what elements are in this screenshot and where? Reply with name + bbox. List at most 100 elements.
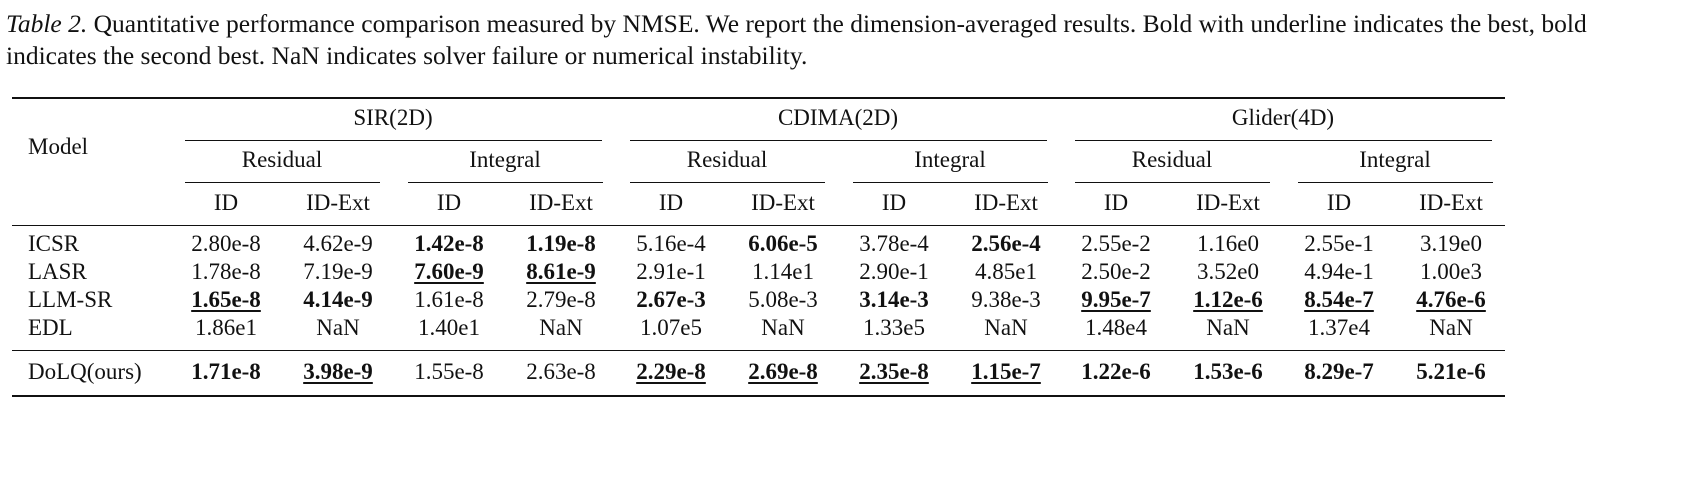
- cell-value: 1.53e-6: [1193, 359, 1263, 384]
- column-header: ID: [1326, 190, 1352, 215]
- column-header: ID: [436, 190, 462, 215]
- row-model: DoLQ(ours): [28, 359, 142, 384]
- caption: Table 2. Quantitative performance compar…: [6, 8, 1676, 72]
- cell-value: 1.42e-8: [414, 231, 484, 256]
- caption-text: Quantitative performance comparison meas…: [6, 9, 1587, 70]
- cell-value: 2.56e-4: [971, 231, 1041, 256]
- subgroup-rule: [408, 182, 603, 183]
- cell-value: 6.06e-5: [748, 231, 818, 256]
- cell-value: 1.86e1: [195, 315, 257, 340]
- subgroup-header: Integral: [914, 147, 986, 172]
- cell-value: 7.60e-9: [414, 259, 484, 284]
- subgroup-header: Residual: [1131, 147, 1213, 172]
- cell-value: NaN: [316, 315, 360, 340]
- cell-value: 5.08e-3: [748, 287, 818, 312]
- cell-value: NaN: [1429, 315, 1473, 340]
- cell-value: 1.33e5: [863, 315, 925, 340]
- cell-value: 2.63e-8: [526, 359, 596, 384]
- cell-value: 1.37e4: [1308, 315, 1370, 340]
- cell-value: NaN: [984, 315, 1028, 340]
- bottom-rule: [12, 395, 1505, 397]
- group-rule: [630, 140, 1047, 141]
- cell-value: 1.07e5: [640, 315, 702, 340]
- cell-value: 7.19e-9: [303, 259, 373, 284]
- cell-value: 1.55e-8: [414, 359, 484, 384]
- group-header: Glider(4D): [1231, 105, 1335, 130]
- top-rule: [12, 97, 1505, 99]
- column-header: ID: [1103, 190, 1129, 215]
- cell-value: 1.22e-6: [1081, 359, 1151, 384]
- cell-value: 2.29e-8: [636, 359, 706, 384]
- cell-value: 2.55e-2: [1081, 231, 1151, 256]
- subgroup-rule: [185, 182, 380, 183]
- column-header: ID-Ext: [1419, 190, 1483, 215]
- cell-value: NaN: [761, 315, 805, 340]
- group-header: SIR(2D): [353, 105, 433, 130]
- row-model: EDL: [28, 315, 73, 340]
- cell-value: 4.94e-1: [1304, 259, 1374, 284]
- cell-value: 3.14e-3: [859, 287, 929, 312]
- cell-value: 2.35e-8: [859, 359, 929, 384]
- cell-value: 2.80e-8: [191, 231, 261, 256]
- cell-value: 2.90e-1: [859, 259, 929, 284]
- cell-value: 1.48e4: [1085, 315, 1147, 340]
- header-rule: [12, 225, 1505, 226]
- subgroup-header: Residual: [686, 147, 768, 172]
- cell-value: 1.15e-7: [971, 359, 1041, 384]
- cell-value: 4.14e-9: [303, 287, 373, 312]
- cell-value: 2.79e-8: [526, 287, 596, 312]
- subgroup-header: Residual: [241, 147, 323, 172]
- cell-value: 1.16e0: [1197, 231, 1259, 256]
- cell-value: 1.00e3: [1420, 259, 1482, 284]
- column-header: ID-Ext: [974, 190, 1038, 215]
- cell-value: 8.54e-7: [1304, 287, 1374, 312]
- cell-value: 2.67e-3: [636, 287, 706, 312]
- cell-value: 4.62e-9: [303, 231, 373, 256]
- subgroup-rule: [1075, 182, 1270, 183]
- column-header: ID: [658, 190, 684, 215]
- cell-value: 8.61e-9: [526, 259, 596, 284]
- subgroup-rule: [853, 182, 1048, 183]
- cell-value: 8.29e-7: [1304, 359, 1374, 384]
- cell-value: 3.19e0: [1420, 231, 1482, 256]
- cell-value: 3.78e-4: [859, 231, 929, 256]
- cell-value: NaN: [1206, 315, 1250, 340]
- subgroup-rule: [630, 182, 825, 183]
- group-header: CDIMA(2D): [777, 105, 899, 130]
- group-rule: [1075, 140, 1492, 141]
- cell-value: 1.12e-6: [1193, 287, 1263, 312]
- cell-value: 3.98e-9: [303, 359, 373, 384]
- cell-value: 1.40e1: [418, 315, 480, 340]
- subgroup-rule: [1298, 182, 1493, 183]
- caption-label: Table 2.: [6, 9, 88, 38]
- cell-value: 1.65e-8: [191, 287, 261, 312]
- column-header: ID-Ext: [751, 190, 815, 215]
- cell-value: 9.95e-7: [1081, 287, 1151, 312]
- column-header: ID-Ext: [529, 190, 593, 215]
- cell-value: 3.52e0: [1197, 259, 1259, 284]
- cell-value: 1.78e-8: [191, 259, 261, 284]
- cell-value: 1.19e-8: [526, 231, 596, 256]
- cell-value: 2.55e-1: [1304, 231, 1374, 256]
- cell-value: 2.69e-8: [748, 359, 818, 384]
- cell-value: 1.71e-8: [191, 359, 261, 384]
- row-model: ICSR: [28, 231, 80, 256]
- subgroup-header: Integral: [1359, 147, 1431, 172]
- cell-value: 2.91e-1: [636, 259, 706, 284]
- section-rule: [12, 350, 1505, 351]
- cell-value: 9.38e-3: [971, 287, 1041, 312]
- group-rule: [185, 140, 602, 141]
- cell-value: NaN: [539, 315, 583, 340]
- row-model: LASR: [28, 259, 87, 284]
- cell-value: 5.16e-4: [636, 231, 706, 256]
- cell-value: 4.85e1: [975, 259, 1037, 284]
- cell-value: 1.14e1: [752, 259, 814, 284]
- cell-value: 4.76e-6: [1416, 287, 1486, 312]
- cell-value: 2.50e-2: [1081, 259, 1151, 284]
- cell-value: 1.61e-8: [414, 287, 484, 312]
- column-header: ID: [213, 190, 239, 215]
- column-header: ID: [881, 190, 907, 215]
- subgroup-header: Integral: [469, 147, 541, 172]
- header-model: Model: [28, 134, 89, 159]
